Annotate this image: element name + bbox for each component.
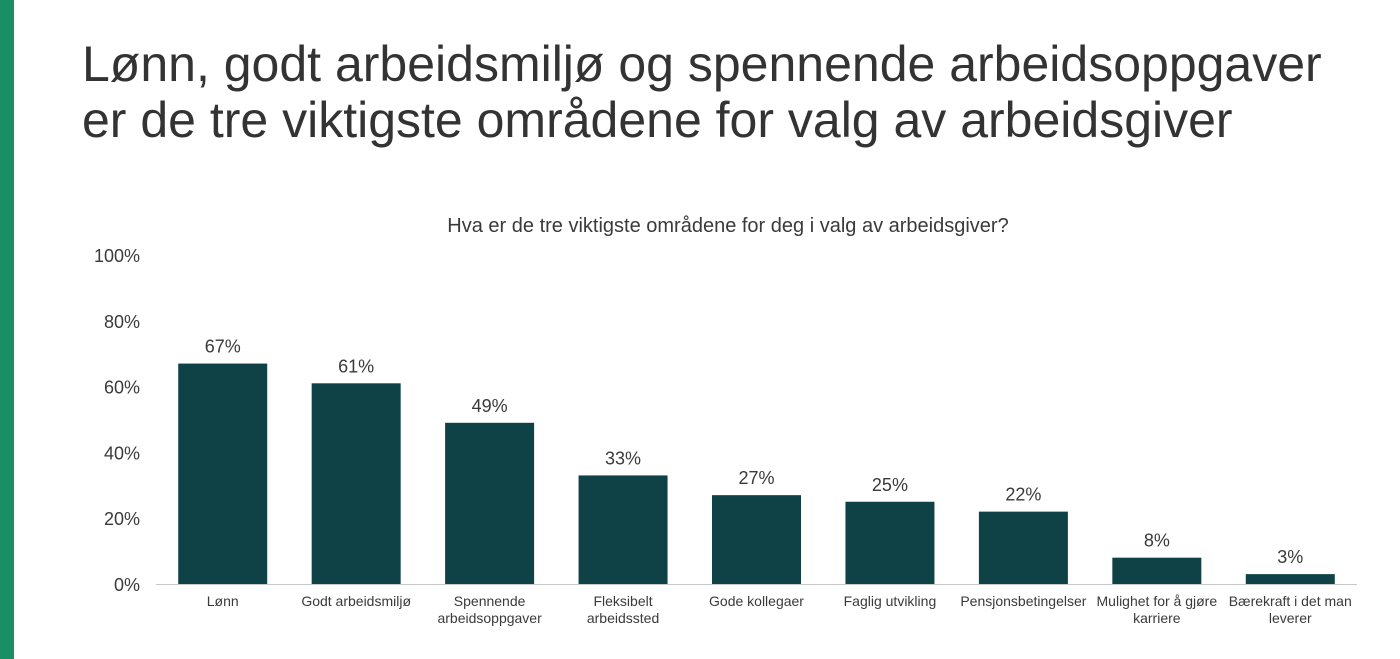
x-tick-label: Fleksibelt arbeidssted <box>587 593 659 626</box>
x-tick-label: Bærekraft i det man leverer <box>1229 593 1352 626</box>
bar <box>311 383 401 584</box>
bar <box>845 501 935 584</box>
bar <box>178 363 268 584</box>
page-title-line-2: er de tre viktigste områdene for valg av… <box>82 92 1233 148</box>
page-title-line-1: Lønn, godt arbeidsmiljø og spennende arb… <box>82 36 1322 92</box>
data-label: 67% <box>205 337 241 357</box>
y-tick-label: 100% <box>94 246 140 266</box>
y-tick-label: 0% <box>114 575 140 595</box>
chart-title: Hva er de tre viktigste områdene for deg… <box>447 215 1008 237</box>
bar <box>445 422 535 584</box>
x-tick-label: Faglig utvikling <box>844 593 937 609</box>
x-tick-label: Pensjonsbetingelser <box>960 593 1086 609</box>
y-tick-label: 20% <box>104 509 140 529</box>
bar <box>978 511 1068 584</box>
data-label: 49% <box>472 396 508 416</box>
y-tick-label: 80% <box>104 312 140 332</box>
data-label: 27% <box>738 468 774 488</box>
x-tick-label: Spennende arbeidsoppgaver <box>437 593 542 626</box>
data-label: 33% <box>605 448 641 468</box>
x-tick-label-line: leverer <box>1269 610 1312 626</box>
bar <box>578 475 668 584</box>
y-tick-label: 60% <box>104 378 140 398</box>
y-axis: 0% 20% 40% 60% 80% 100% <box>94 246 140 595</box>
x-tick-label: Godt arbeidsmiljø <box>301 593 411 609</box>
bar <box>1245 574 1335 584</box>
x-tick-label-line: Fleksibelt <box>593 593 652 609</box>
x-tick-label-line: Pensjonsbetingelser <box>960 593 1086 609</box>
x-tick-label-line: karriere <box>1133 610 1181 626</box>
x-tick-label-line: Spennende <box>454 593 526 609</box>
bar <box>1112 557 1202 584</box>
x-tick-label: Gode kollegaer <box>709 593 804 609</box>
x-tick-label-line: Faglig utvikling <box>844 593 937 609</box>
x-tick-label-line: Lønn <box>207 593 239 609</box>
y-tick-label: 40% <box>104 443 140 463</box>
accent-bar <box>0 0 14 659</box>
x-tick-label: Lønn <box>207 593 239 609</box>
x-tick-label-line: Mulighet for å gjøre <box>1097 593 1218 609</box>
x-tick-label-line: Godt arbeidsmiljø <box>301 593 411 609</box>
x-tick-label: Mulighet for å gjøre karriere <box>1097 593 1218 626</box>
bar <box>712 495 801 584</box>
data-label: 8% <box>1144 531 1170 551</box>
page-title: Lønn, godt arbeidsmiljø og spennende arb… <box>82 36 1382 148</box>
x-tick-label-line: arbeidsoppgaver <box>437 610 542 626</box>
x-tick-label-line: Gode kollegaer <box>709 593 804 609</box>
data-label: 3% <box>1277 547 1303 567</box>
x-tick-label-line: arbeidssted <box>587 610 659 626</box>
bars: 67% 61% 49% 33% 27% 25% 22% 8% 3% <box>178 337 1335 584</box>
data-label: 61% <box>338 356 374 376</box>
x-axis: Lønn Godt arbeidsmiljø Spennende arbeidsopp… <box>156 584 1357 626</box>
data-label: 22% <box>1005 485 1041 505</box>
x-tick-label-line: Bærekraft i det man <box>1229 593 1352 609</box>
data-label: 25% <box>872 475 908 495</box>
